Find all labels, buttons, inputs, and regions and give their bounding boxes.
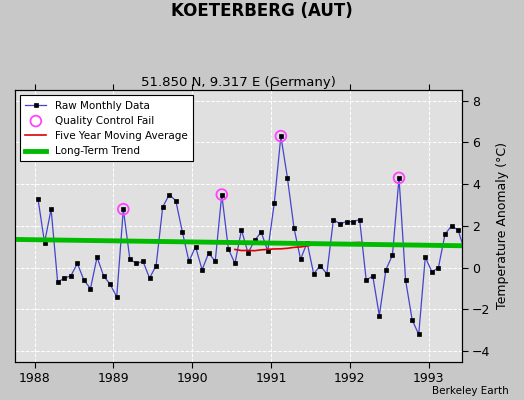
Five Year Moving Average [389,242,396,247]
Five Year Moving Average [304,244,310,248]
Five Year Moving Average [343,241,350,246]
Five Year Moving Average [396,242,402,247]
Five Year Moving Average [416,241,422,246]
Raw Monthly Data [416,332,422,337]
Five Year Moving Average [245,248,251,253]
Quality Control Fail [277,133,285,139]
Five Year Moving Average [429,242,435,247]
Five Year Moving Average [462,244,468,249]
Five Year Moving Average [298,244,304,249]
Five Year Moving Average [449,244,455,248]
Five Year Moving Average [311,242,317,247]
Raw Monthly Data [376,313,383,318]
Five Year Moving Average [291,245,297,250]
Five Year Moving Average [356,240,363,245]
Line: Five Year Moving Average: Five Year Moving Average [235,242,465,251]
Five Year Moving Average [238,248,245,253]
Five Year Moving Average [369,241,376,246]
Five Year Moving Average [285,246,291,251]
Y-axis label: Temperature Anomaly (°C): Temperature Anomaly (°C) [496,142,509,309]
Five Year Moving Average [409,242,416,246]
Raw Monthly Data [356,217,363,222]
Quality Control Fail [474,254,482,260]
Text: KOETERBERG (AUT): KOETERBERG (AUT) [171,2,353,20]
Raw Monthly Data [278,134,284,138]
Raw Monthly Data [35,196,41,201]
Legend: Raw Monthly Data, Quality Control Fail, Five Year Moving Average, Long-Term Tren: Raw Monthly Data, Quality Control Fail, … [20,95,192,162]
Five Year Moving Average [324,242,330,246]
Five Year Moving Average [363,241,369,246]
Five Year Moving Average [402,242,409,246]
Quality Control Fail [395,175,403,181]
Five Year Moving Average [337,242,343,246]
Five Year Moving Average [317,241,323,246]
Quality Control Fail [217,191,226,198]
Five Year Moving Average [265,247,271,252]
Five Year Moving Average [442,244,448,248]
Five Year Moving Average [376,242,383,247]
Raw Monthly Data [311,272,317,276]
Five Year Moving Average [383,242,389,247]
Quality Control Fail [119,206,127,212]
Five Year Moving Average [232,247,238,252]
Five Year Moving Average [350,240,356,245]
Five Year Moving Average [252,248,258,253]
Raw Monthly Data [212,259,219,264]
Five Year Moving Average [258,248,264,252]
Line: Raw Monthly Data: Raw Monthly Data [36,134,524,336]
Raw Monthly Data [120,207,126,212]
Title: 51.850 N, 9.317 E (Germany): 51.850 N, 9.317 E (Germany) [141,76,336,89]
Five Year Moving Average [278,246,284,251]
Five Year Moving Average [422,242,429,247]
Five Year Moving Average [455,244,461,248]
Five Year Moving Average [435,243,442,248]
Text: Berkeley Earth: Berkeley Earth [432,386,508,396]
Five Year Moving Average [330,242,336,246]
Quality Control Fail [500,212,508,219]
Five Year Moving Average [271,246,277,251]
